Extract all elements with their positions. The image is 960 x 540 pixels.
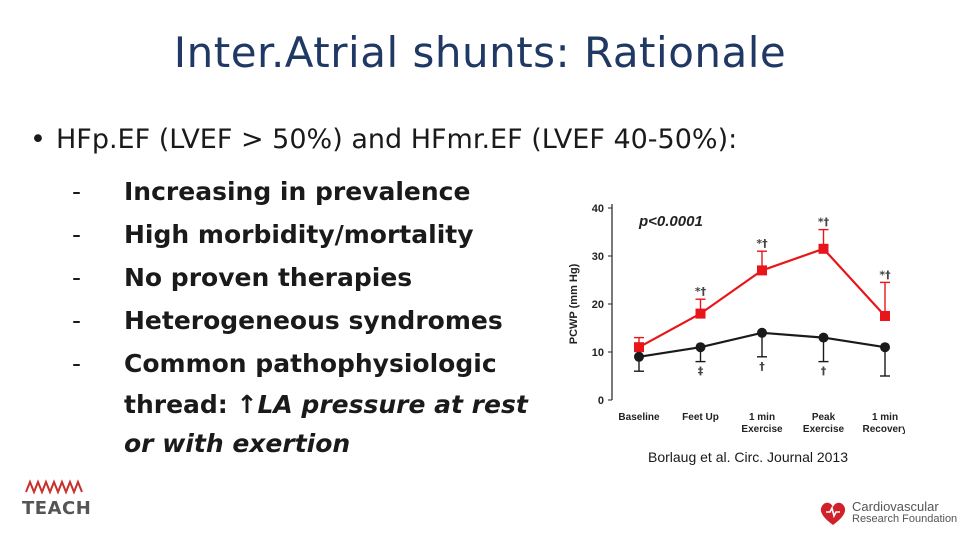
significance-marker: † (759, 360, 765, 373)
citation: Borlaug et al. Circ. Journal 2013 (648, 449, 848, 465)
sub-bullet-item: - Heterogeneous syndromes (72, 299, 528, 342)
dash-marker: - (72, 349, 82, 378)
data-point (757, 327, 767, 338)
significance-marker: *† (756, 237, 768, 250)
up-arrow-icon: ↑ (236, 390, 258, 419)
sub-bullet-text: High morbidity/mortality (124, 220, 474, 249)
pcwp-chart: 0 10 20 30 40 PCWP (mm Hg) Baseline Feet Up 1 mi… (568, 203, 905, 435)
significance-marker: † (821, 365, 827, 378)
y-tick-label: 20 (592, 299, 604, 311)
x-tick-label: Peak (812, 412, 836, 423)
data-point (880, 342, 890, 353)
y-tick-label: 40 (592, 203, 604, 215)
sub-bullet-item: - No proven therapies (72, 256, 528, 299)
x-tick-label: Exercise (741, 424, 783, 435)
dash-marker: - (72, 220, 82, 249)
heart-icon (820, 502, 846, 525)
dash-marker: - (72, 263, 82, 292)
data-point (695, 308, 706, 319)
significance-marker: ‡ (698, 365, 704, 378)
x-tick-label: Recovery (862, 424, 905, 435)
significance-marker: *† (879, 268, 891, 281)
slide-title: Inter.Atrial shunts: Rationale (173, 28, 787, 77)
data-point (634, 342, 644, 353)
sub-bullet-text: Common pathophysiologic (124, 349, 497, 378)
data-point (818, 332, 829, 343)
y-axis-label: PCWP (mm Hg) (568, 263, 580, 344)
crf-line-2: Research Foundation (852, 513, 958, 525)
sub-bullet-text: Heterogeneous syndromes (124, 306, 503, 335)
continuation-prefix: thread: (124, 390, 237, 419)
data-point (880, 311, 890, 321)
x-tick-label: Feet Up (682, 412, 719, 423)
main-bullet: • HFp.EF (LVEF > 50%) and HFmr.EF (LVEF 4… (30, 124, 737, 155)
teach-logo-text: TEACH (22, 498, 92, 519)
continuation-line-2: or with exertion (124, 424, 528, 463)
data-point (634, 351, 644, 362)
x-tick-label: 1 min (872, 412, 898, 423)
p-value-annotation: p<0.0001 (638, 213, 703, 230)
sub-bullet-item: - High morbidity/mortality (72, 213, 528, 256)
x-tick-label: Baseline (618, 412, 660, 423)
dash-marker: - (72, 177, 82, 206)
y-tick-label: 0 (598, 395, 604, 407)
teach-logo-icon (25, 479, 83, 495)
continuation-italic-2: or with exertion (124, 429, 351, 458)
crf-logo-text: Cardiovascular Research Foundation (852, 500, 957, 526)
main-bullet-text: HFp.EF (LVEF > 50%) and HFmr.EF (LVEF 40… (56, 124, 738, 155)
sub-bullet-text: Increasing in prevalence (124, 177, 471, 206)
continuation-line-1: thread: ↑LA pressure at rest (124, 385, 528, 424)
data-point (695, 342, 706, 353)
y-tick-label: 10 (592, 347, 604, 359)
significance-marker: *† (818, 216, 830, 229)
dash-marker: - (72, 306, 82, 335)
y-tick-label: 30 (592, 251, 604, 263)
data-point (757, 265, 767, 276)
continuation-italic-1: LA pressure at rest (257, 390, 528, 419)
data-point (818, 243, 829, 254)
sub-bullet-list: - Increasing in prevalence - High morbidit… (72, 170, 528, 463)
bullet-dot: • (30, 124, 46, 155)
sub-bullet-item: - Common pathophysiologic thread: ↑LA pre… (72, 342, 528, 463)
sub-bullet-text: No proven therapies (124, 263, 413, 292)
x-tick-label: 1 min (749, 412, 775, 423)
crf-line-1: Cardiovascular (852, 499, 939, 514)
significance-marker: *† (695, 285, 707, 298)
crf-logo: Cardiovascular Research Foundation (818, 496, 958, 536)
x-tick-label: Exercise (803, 424, 845, 435)
sub-bullet-item: - Increasing in prevalence (72, 170, 528, 213)
